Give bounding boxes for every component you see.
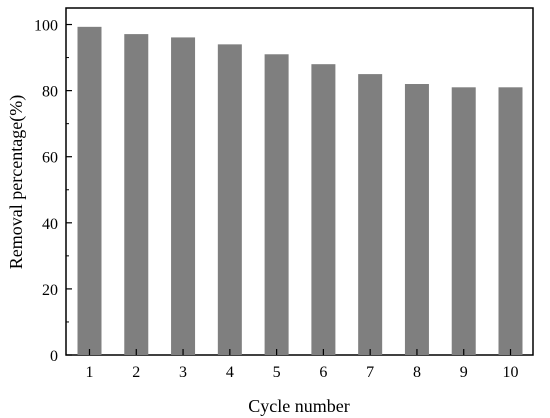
bar-cycle-4 [217, 44, 242, 355]
y-tick-label: 60 [42, 150, 58, 167]
y-tick-label: 80 [42, 84, 58, 101]
x-tick-label: 7 [366, 364, 374, 381]
bars-group [77, 26, 523, 356]
x-tick-label: 9 [460, 364, 468, 381]
bar-cycle-8 [404, 84, 429, 355]
bar-cycle-9 [451, 87, 476, 355]
x-tick-label: 8 [413, 364, 421, 381]
plot-frame [65, 7, 534, 356]
x-tick-label: 1 [86, 364, 94, 381]
x-tick-label: 10 [503, 364, 519, 381]
bar-cycle-3 [171, 37, 196, 355]
x-tick-label: 5 [273, 364, 281, 381]
x-axis-ticks: 1 2 3 4 5 6 7 8 9 10 [86, 349, 519, 381]
bar-cycle-1 [77, 26, 102, 356]
x-tick-label: 2 [132, 364, 140, 381]
y-tick-label: 0 [50, 348, 58, 365]
y-tick-label: 40 [42, 216, 58, 233]
y-axis-label: Removal percentage(%) [6, 95, 27, 269]
y-axis-ticks: 0 20 40 60 80 100 [34, 18, 72, 365]
bar-cycle-7 [358, 74, 383, 355]
x-tick-label: 3 [179, 364, 187, 381]
x-tick-label: 6 [319, 364, 327, 381]
y-tick-label: 20 [42, 282, 58, 299]
x-tick-label: 4 [226, 364, 234, 381]
bar-cycle-10 [498, 87, 523, 355]
x-axis-label: Cycle number [248, 396, 349, 416]
bar-cycle-5 [264, 54, 289, 356]
bar-cycle-6 [311, 64, 336, 356]
y-tick-label: 100 [34, 18, 58, 35]
bar-cycle-2 [124, 34, 149, 356]
